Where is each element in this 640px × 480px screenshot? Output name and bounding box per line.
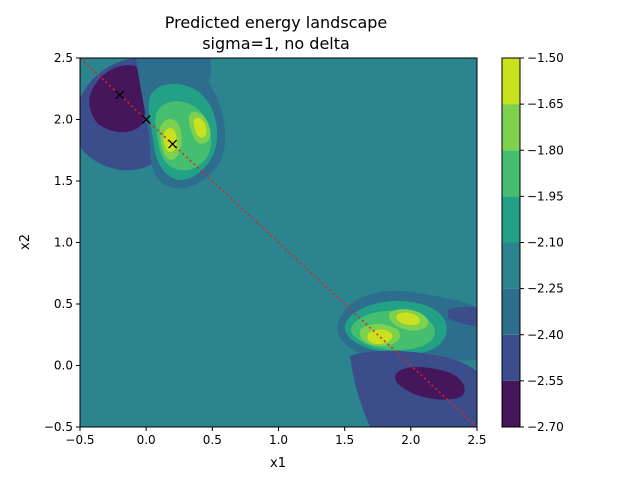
x-tick-label: 0.0 xyxy=(137,433,156,447)
x-tick-label: 2.5 xyxy=(467,433,486,447)
x-tick-label: 1.5 xyxy=(335,433,354,447)
x-marker xyxy=(141,115,151,124)
colorbar-tick-label: −2.10 xyxy=(527,236,564,250)
colorbar-tick-label: −1.50 xyxy=(527,51,564,65)
contour-level-1-65-lower-right xyxy=(367,312,420,344)
colorbar: −2.70 −2.55 −2.40 −2.25 −2.10 −1.95 −1.80 −1.65… xyxy=(501,51,564,434)
colorbar-segment xyxy=(502,288,520,335)
chart-title: Predicted energy landscape xyxy=(165,13,388,32)
y-tick-label: 0.5 xyxy=(54,297,73,311)
marker-group xyxy=(115,90,178,149)
y-tick-label: 2.0 xyxy=(54,113,73,127)
y-tick-label: 0.0 xyxy=(54,359,73,373)
y-axis: −0.5 0.0 0.5 1.0 1.5 2.0 2.5 xyxy=(44,51,80,434)
x-tick-label: 2.0 xyxy=(401,433,420,447)
colorbar-tick-label: −1.65 xyxy=(527,97,564,111)
colorbar-tick-label: −2.40 xyxy=(527,328,564,342)
y-tick-label: 1.5 xyxy=(54,174,73,188)
colorbar-segment xyxy=(502,380,520,427)
x-marker xyxy=(168,139,178,149)
x-axis-label: x1 xyxy=(270,456,286,471)
colorbar-segment xyxy=(502,242,520,289)
y-tick-label: −0.5 xyxy=(44,420,73,434)
x-axis: −0.5 0.0 0.5 1.0 1.5 2.0 2.5 xyxy=(65,427,487,447)
colorbar-tick-label: −2.70 xyxy=(527,420,564,434)
y-axis-label: x2 xyxy=(18,234,33,250)
contour-level-2-40-right-edge xyxy=(448,306,477,326)
colorbar-segment xyxy=(502,58,520,105)
contour-fills xyxy=(80,58,477,427)
colorbar-tick-label: −1.95 xyxy=(527,189,564,203)
colorbar-tick-label: −2.25 xyxy=(527,282,564,296)
contour-level-2-55-upper-left xyxy=(89,65,146,133)
plot-area xyxy=(79,57,478,428)
x-tick-label: 0.5 xyxy=(203,433,222,447)
colorbar-segment xyxy=(502,104,520,151)
contour-level-1-65-upper-left xyxy=(163,117,207,152)
colorbar-segment xyxy=(502,196,520,243)
x-tick-label: 1.0 xyxy=(269,433,288,447)
y-tick-label: 2.5 xyxy=(54,51,73,65)
contour-level-2-55-lower-right-well xyxy=(395,367,465,400)
x-marker xyxy=(115,90,125,100)
x-tick-label: −0.5 xyxy=(65,433,94,447)
colorbar-tick-label: −1.80 xyxy=(527,143,564,157)
y-tick-label: 1.0 xyxy=(54,236,73,250)
chart-subtitle: sigma=1, no delta xyxy=(202,34,350,53)
colorbar-tick-label: −2.55 xyxy=(527,374,564,388)
colorbar-segment xyxy=(502,150,520,197)
colorbar-segment xyxy=(502,334,520,381)
